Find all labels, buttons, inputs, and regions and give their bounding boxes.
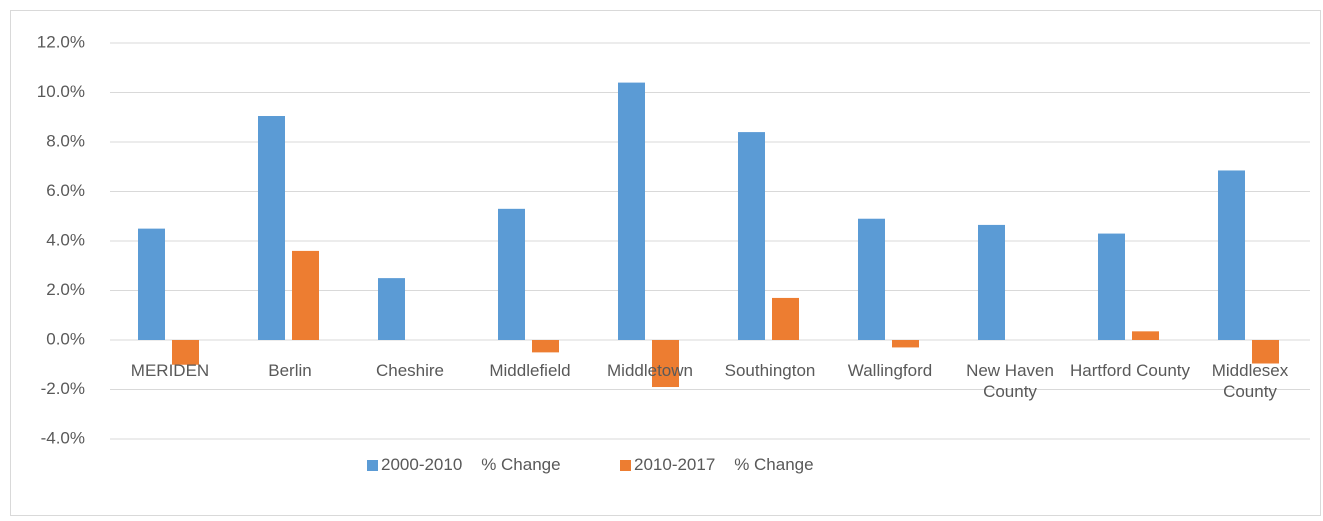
bar: [858, 218, 885, 340]
y-tick-label: -2.0%: [41, 379, 85, 398]
y-tick-label: 0.0%: [46, 329, 85, 348]
x-tick-label: Middlefield: [489, 361, 571, 380]
y-tick-label: 6.0%: [46, 181, 85, 200]
bar: [892, 340, 919, 348]
bar: [652, 340, 679, 388]
legend-label: 2010-2017 % Change: [634, 455, 814, 474]
chart-border: [10, 10, 1321, 516]
bar: [978, 224, 1005, 340]
bar: [292, 250, 319, 340]
bar: [1098, 233, 1125, 340]
x-tick-label: Berlin: [268, 361, 312, 380]
legend-swatch: [620, 460, 631, 471]
bar: [1218, 170, 1245, 340]
bar: [378, 278, 405, 340]
x-tick-label: MERIDEN: [130, 361, 210, 380]
x-tick-label: Wallingford: [847, 361, 933, 380]
y-tick-label: 10.0%: [37, 82, 85, 101]
legend-swatch: [367, 460, 378, 471]
bar: [1132, 331, 1159, 340]
bar: [172, 340, 199, 365]
x-tick-label: Middlesex County: [1211, 361, 1289, 401]
legend-label: 2000-2010 % Change: [381, 455, 561, 474]
bar: [738, 132, 765, 340]
bar: [618, 82, 645, 340]
bar: [532, 340, 559, 353]
x-tick-label: Cheshire: [375, 361, 445, 380]
y-tick-label: -4.0%: [41, 428, 85, 447]
bar: [138, 228, 165, 340]
bar: [498, 208, 525, 340]
bar: [258, 116, 285, 340]
x-tick-label: Hartford County: [1070, 361, 1190, 380]
x-tick-label: Southington: [724, 361, 816, 380]
y-tick-label: 12.0%: [37, 32, 85, 51]
y-tick-label: 4.0%: [46, 230, 85, 249]
bar: [772, 297, 799, 340]
x-tick-label: New Haven County: [966, 361, 1054, 401]
bar: [1252, 340, 1279, 364]
y-tick-label: 8.0%: [46, 131, 85, 150]
x-tick-label: Middletown: [607, 361, 693, 380]
y-tick-label: 2.0%: [46, 280, 85, 299]
